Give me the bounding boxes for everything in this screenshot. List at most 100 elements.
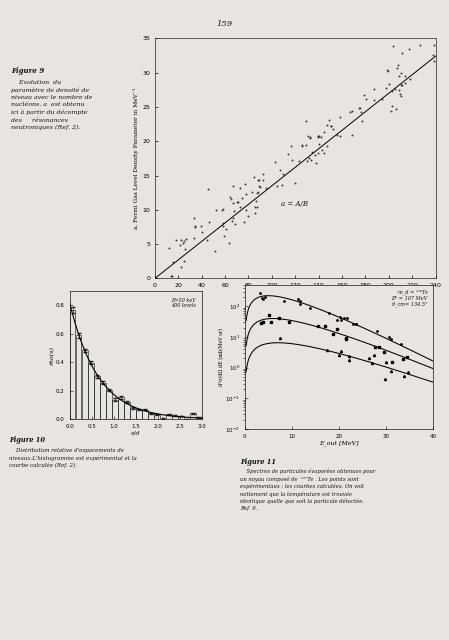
Point [279, 168, 286, 179]
Point [383, 83, 390, 93]
Text: 159: 159 [216, 20, 233, 28]
Point [315, 131, 322, 141]
Point [253, 188, 260, 198]
Text: m_d = ¹¹⁶Te
E* = 107 MeV
θ_cm= 134.5°: m_d = ¹¹⁶Te E* = 107 MeV θ_cm= 134.5° [391, 289, 427, 307]
Point [259, 170, 266, 180]
Bar [124, 402, 130, 419]
Point [388, 101, 396, 111]
Point [386, 79, 393, 89]
Point [431, 56, 438, 67]
Point [337, 112, 344, 122]
Text: Evolution  du
paramètre de densité de
niveau avec le nombre de
nucléons. a  est : Evolution du paramètre de densité de niv… [11, 80, 92, 130]
Point [287, 141, 294, 152]
Point [179, 237, 186, 248]
Point [357, 107, 364, 117]
X-axis label: A: A [292, 291, 298, 298]
Point [250, 172, 257, 182]
Point [308, 147, 316, 157]
Point [234, 196, 242, 207]
Bar [76, 335, 81, 419]
Point [313, 158, 320, 168]
Bar [94, 376, 100, 419]
Point [315, 148, 322, 158]
Bar [142, 410, 148, 419]
Point [218, 205, 225, 215]
Point [244, 211, 251, 221]
Point [228, 216, 235, 226]
Point [206, 216, 213, 227]
Point [236, 184, 243, 194]
Point [298, 140, 305, 150]
Bar [190, 413, 196, 419]
Point [176, 240, 183, 250]
Point [242, 205, 249, 215]
Point [316, 139, 323, 149]
Point [347, 107, 354, 117]
Y-axis label: a, Fermi Gas Level Density Parameter in MeV⁻¹: a, Fermi Gas Level Density Parameter in … [133, 88, 139, 229]
Point [326, 115, 333, 125]
Point [226, 192, 233, 202]
Text: Distribution relative d'espacements de
niveaux.L'histogramme est expérimental et: Distribution relative d'espacements de n… [9, 448, 137, 468]
Point [396, 89, 404, 99]
Bar [118, 397, 123, 419]
Point [192, 222, 199, 232]
Point [182, 244, 189, 255]
Bar [172, 416, 178, 419]
Point [358, 116, 365, 127]
Bar [100, 383, 106, 419]
Bar [154, 414, 160, 419]
Point [180, 256, 187, 266]
Point [298, 141, 305, 152]
Point [318, 145, 326, 155]
Point [388, 106, 395, 116]
Point [327, 121, 335, 131]
Point [212, 205, 219, 216]
Y-axis label: rho(s): rho(s) [49, 346, 55, 365]
Text: Figure 11: Figure 11 [240, 458, 276, 466]
Point [259, 175, 266, 185]
Bar [166, 414, 172, 419]
Text: Figure 9: Figure 9 [11, 67, 44, 76]
Point [232, 219, 239, 229]
Point [348, 130, 356, 140]
Point [278, 180, 286, 190]
Point [429, 51, 436, 61]
Point [222, 223, 229, 234]
Point [398, 80, 405, 90]
Point [249, 186, 256, 196]
Point [241, 216, 248, 227]
Bar [70, 310, 75, 419]
Point [241, 179, 248, 189]
Point [327, 120, 335, 131]
Point [370, 84, 377, 94]
Y-axis label: d²σ/dΩ dE (mb/MeV sr): d²σ/dΩ dE (mb/MeV sr) [219, 328, 224, 386]
Point [219, 218, 226, 228]
Text: Figure 10: Figure 10 [9, 436, 45, 444]
Point [316, 131, 323, 141]
Point [227, 194, 234, 204]
Bar [106, 390, 112, 419]
Point [168, 271, 176, 281]
Point [407, 74, 414, 84]
Point [348, 106, 356, 116]
Point [357, 103, 364, 113]
Point [220, 230, 228, 241]
Point [183, 234, 190, 244]
Point [167, 271, 175, 282]
Point [204, 184, 211, 194]
Point [219, 221, 226, 232]
Point [370, 95, 378, 106]
Point [229, 198, 237, 208]
Point [416, 40, 423, 51]
Point [172, 234, 179, 244]
Point [251, 208, 258, 218]
Point [284, 149, 291, 159]
X-axis label: s/d: s/d [131, 431, 141, 435]
Point [289, 155, 296, 165]
Point [384, 66, 392, 76]
Point [254, 202, 261, 212]
Point [198, 227, 205, 237]
Point [255, 175, 263, 186]
Point [336, 131, 343, 141]
Text: E=50 keV
400 levels: E=50 keV 400 levels [171, 298, 195, 308]
